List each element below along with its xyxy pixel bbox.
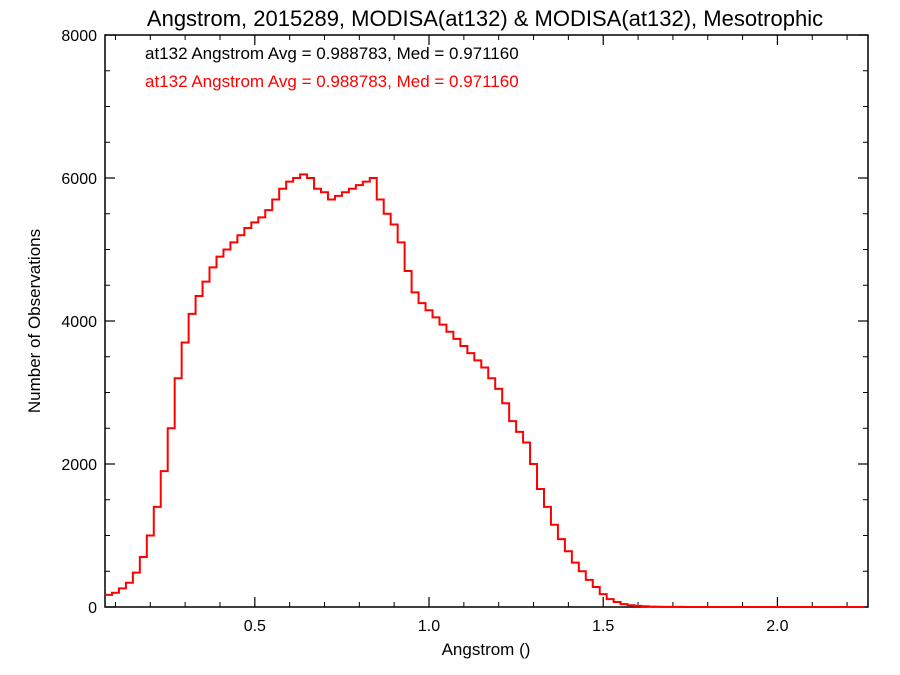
- x-tick-label: 1.0: [418, 618, 440, 635]
- x-axis-label: Angstrom (): [442, 640, 531, 659]
- series-layer: [105, 173, 865, 608]
- y-tick-label: 4000: [61, 314, 97, 331]
- histogram-series-line: [105, 173, 865, 608]
- x-tick-label: 0.5: [244, 618, 266, 635]
- y-axis-ticks: 0 2000 4000 6000 8000: [61, 28, 868, 617]
- y-axis-label: Number of Observations: [25, 229, 44, 413]
- chart-title: Angstrom, 2015289, MODISA(at132) & MODIS…: [147, 6, 823, 31]
- x-tick-label: 1.5: [592, 618, 614, 635]
- plot-frame: [104, 34, 869, 608]
- x-tick-label: 2.0: [766, 618, 788, 635]
- y-tick-label: 2000: [61, 457, 97, 474]
- chart-annotations: at132 Angstrom Avg = 0.988783, Med = 0.9…: [145, 44, 519, 91]
- y-tick-label: 0: [88, 600, 97, 617]
- y-tick-label: 8000: [61, 28, 97, 45]
- y-tick-label: 6000: [61, 171, 97, 188]
- annotation-text: at132 Angstrom Avg = 0.988783, Med = 0.9…: [145, 72, 519, 91]
- x-axis-ticks: 0.5 1.0 1.5 2.0: [114, 35, 848, 635]
- annotation-text: at132 Angstrom Avg = 0.988783, Med = 0.9…: [145, 44, 519, 63]
